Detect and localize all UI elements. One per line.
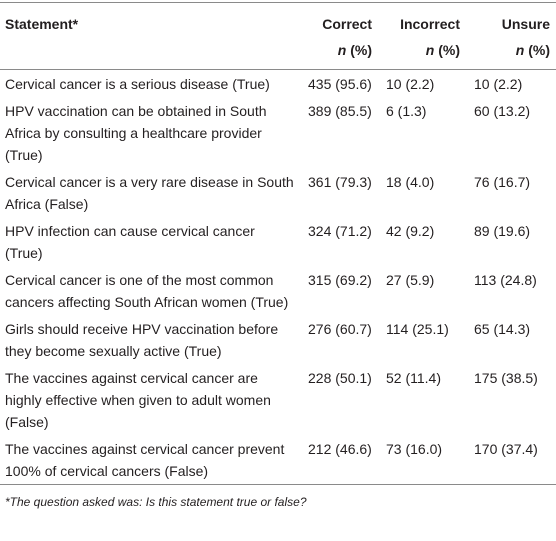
header-subtitle: n (%) [515,42,550,58]
table-row: HPV vaccination can be obtained in South… [0,97,556,168]
value-cell: 89 (19.6) [474,223,531,239]
value-cell: 175 (38.5) [474,370,538,386]
header-sub-wrap: n (%) [383,37,460,63]
table-header: Statement* Correct n (%) Incorrect n (%) Unsu… [0,2,556,70]
statement-cell: Cervical cancer is a serious disease (Tr… [5,76,270,92]
statement-cell: The vaccines against cervical cancer pre… [5,441,285,479]
table-row: Cervical cancer is a serious disease (Tr… [0,70,556,98]
header-cell: Correct n (%) [300,2,378,70]
value-cell: 324 (71.2) [308,223,372,239]
value-cell: 60 (13.2) [474,103,531,119]
value-cell: 113 (24.8) [474,272,537,288]
value-cell: 6 (1.3) [386,103,427,119]
table-row: Girls should receive HPV vaccination bef… [0,315,556,364]
header-cell: Incorrect n (%) [378,2,466,70]
value-cell: 76 (16.7) [474,174,531,190]
table-row: Cervical cancer is one of the most commo… [0,266,556,315]
header-cell: Unsure n (%) [466,2,556,70]
value-cell: 389 (85.5) [308,103,372,119]
header-row: Statement* Correct n (%) Incorrect n (%) Unsu… [0,2,556,70]
value-cell: 170 (37.4) [474,441,538,457]
statement-cell: The vaccines against cervical cancer are… [5,370,271,430]
header-subtitle: n (%) [425,42,460,58]
value-cell: 114 (25.1) [386,321,449,337]
statement-cell: Cervical cancer is a very rare disease i… [5,174,294,212]
table-row: The vaccines against cervical cancer are… [0,364,556,435]
statement-cell: HPV vaccination can be obtained in South… [5,103,267,163]
value-cell: 10 (2.2) [386,76,435,92]
table-body: Cervical cancer is a serious disease (Tr… [0,70,556,485]
value-cell: 18 (4.0) [386,174,435,190]
table-row: The vaccines against cervical cancer pre… [0,435,556,485]
table-row: HPV infection can cause cervical cancer … [0,217,556,266]
header-label: Incorrect [400,16,460,32]
value-cell: 228 (50.1) [308,370,372,386]
value-cell: 27 (5.9) [386,272,435,288]
value-cell: 315 (69.2) [308,272,372,288]
value-cell: 212 (46.6) [308,441,372,457]
data-table: Statement* Correct n (%) Incorrect n (%) Unsu… [0,2,556,485]
value-cell: 65 (14.3) [474,321,531,337]
header-sub-wrap: n (%) [471,37,550,63]
header-cell: Statement* [0,2,300,70]
header-label: Correct [322,16,372,32]
statement-cell: Cervical cancer is one of the most commo… [5,272,289,310]
value-cell: 42 (9.2) [386,223,435,239]
footnote: *The question asked was: Is this stateme… [5,495,307,509]
value-cell: 435 (95.6) [308,76,372,92]
header-subtitle: n (%) [337,42,372,58]
header-label: Unsure [501,16,550,32]
value-cell: 361 (79.3) [308,174,372,190]
value-cell: 73 (16.0) [386,441,443,457]
header-label: Statement* [5,16,79,32]
value-cell: 52 (11.4) [386,370,441,386]
value-cell: 276 (60.7) [308,321,372,337]
header-sub-wrap: n (%) [305,37,372,63]
value-cell: 10 (2.2) [474,76,523,92]
statement-cell: Girls should receive HPV vaccination bef… [5,321,279,359]
table-row: Cervical cancer is a very rare disease i… [0,168,556,217]
statement-cell: HPV infection can cause cervical cancer … [5,223,255,261]
